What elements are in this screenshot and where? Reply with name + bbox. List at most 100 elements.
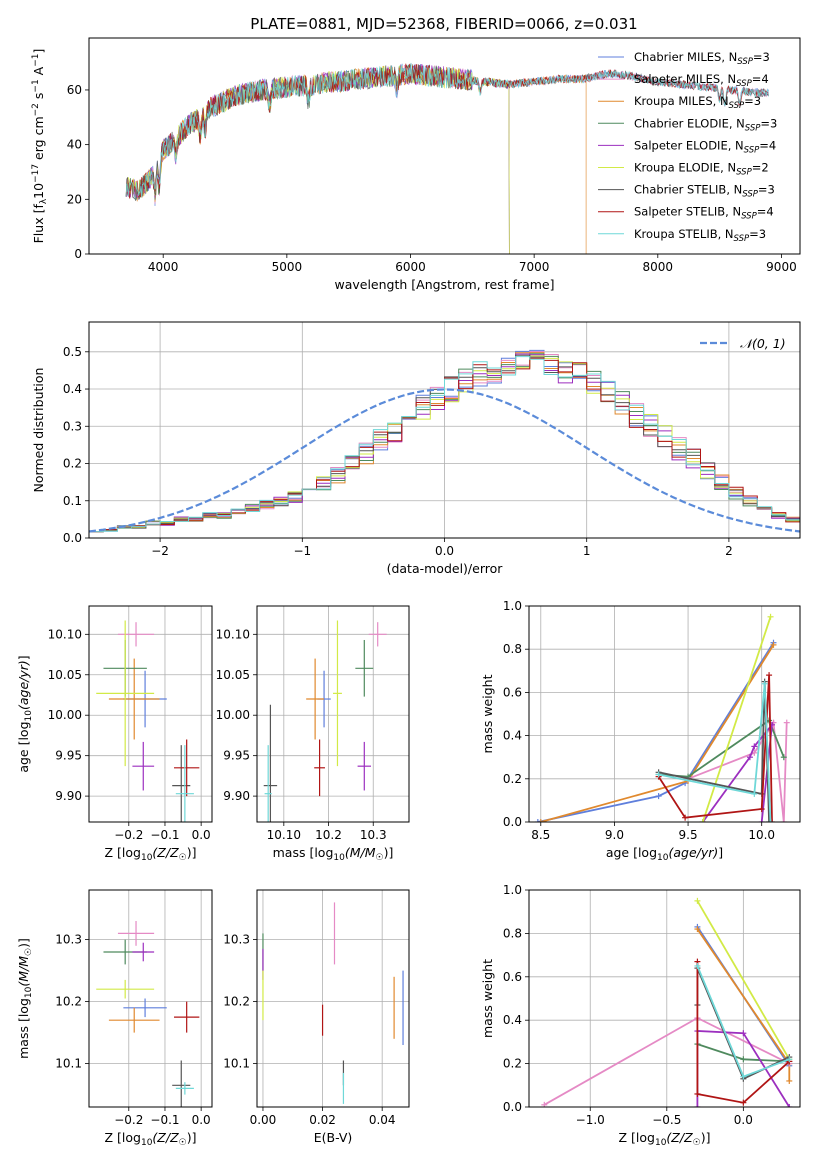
error-bar [314,739,325,797]
weight-marker [770,641,777,648]
x-tick-label: 9.5 [679,828,698,842]
x-tick-label: 8000 [643,260,674,274]
x-tick-label: 0.04 [369,1113,396,1127]
x-tick-label: 4000 [148,260,179,274]
axes-frame [88,37,801,255]
weight-marker [682,814,689,821]
x-tick-label: 0.0 [192,828,211,842]
x-tick-label: 0.0 [435,544,454,558]
x-tick-label: 8.5 [531,828,550,842]
plot-area [125,62,769,254]
weight-marker [786,1056,793,1063]
x-tick-label: 10.10 [267,828,301,842]
legend-entry: Chabrier ELODIE, NSSP=3 [634,116,777,133]
y-axis-label: age [log10(age/yr)] [16,655,34,772]
y-tick-label: 1.0 [503,599,522,613]
axes-frame [256,605,410,823]
error-bar [263,704,278,822]
x-tick-label: 1 [583,544,591,558]
weight-marker [699,819,706,822]
x-tick-label: 10.2 [315,828,342,842]
y-tick-label: 0.0 [503,1100,522,1114]
y-tick-label: 10.2 [223,995,250,1009]
weight-marker [740,1099,747,1106]
error-bar [132,942,155,962]
x-tick-label: −1.0 [576,1113,605,1127]
axes-frame [528,889,801,1108]
y-tick-label: 0.8 [503,642,522,656]
y-tick-label: 10.2 [55,995,82,1009]
weight-line [696,961,790,1104]
weight-marker [758,819,765,822]
plot-area [262,902,404,1104]
weight-line [658,683,772,822]
x-tick-label: 6000 [395,260,426,274]
legend: Chabrier MILES, NSSP=3 Salpeter MILES, NS… [598,50,777,244]
plot-area [96,620,200,822]
error-bar [172,745,191,822]
y-tick-label: 10.10 [216,627,250,641]
figure-title: PLATE=0881, MJD=52368, FIBERID=0066, z=0… [250,15,637,33]
x-tick-label: −0.2 [114,1113,143,1127]
error-bar [368,622,387,647]
y-tick-label: 0.0 [503,815,522,829]
x-tick-label: 7000 [519,260,550,274]
plot-area [89,349,800,538]
axes-frame [528,605,801,823]
legend-entry: Salpeter ELODIE, NSSP=4 [634,138,776,155]
x-axis-label: mass [log10(M/M☉)] [273,845,394,863]
weight-marker [780,754,787,761]
weight-marker [758,806,765,813]
spectrum-line [125,65,510,254]
histogram [89,356,800,538]
panel-ebv-mass: 0.00 0.02 0.04 10.1 10.2 10.3 E(B-V) [223,889,410,1145]
error-bar [108,1007,160,1033]
weight-marker [766,672,773,679]
legend-entry: Salpeter MILES, NSSP=4 [634,72,769,89]
weight-marker [751,743,758,750]
y-tick-label: 20 [67,192,82,206]
weight-marker [694,1104,701,1107]
error-bar [306,658,325,740]
weight-marker [746,754,753,761]
y-tick-label: 0.5 [63,345,82,359]
y-tick-label: 0.4 [503,729,522,743]
x-tick-label: −0.5 [652,1113,681,1127]
y-tick-label: 10.10 [48,627,82,641]
legend-entry: Chabrier MILES, NSSP=3 [634,50,770,67]
error-bar [172,1060,191,1107]
x-tick-label: 9000 [766,260,797,274]
y-tick-label: 10.05 [48,668,82,682]
x-tick-label: −0.1 [150,1113,179,1127]
error-bar [333,620,342,767]
weight-marker [780,819,787,822]
weight-line [537,642,775,822]
weight-marker [786,1104,793,1107]
spectrum-line [125,64,510,254]
y-tick-label: 0.2 [503,772,522,786]
x-tick-label: 10.0 [748,828,775,842]
weight-marker [786,1077,793,1084]
weight-marker [766,819,773,822]
legend-entry: Chabrier STELIB, NSSP=3 [634,183,775,200]
y-axis-label: mass [log10(M/M☉)] [16,938,34,1059]
y-tick-label: 0.4 [63,382,82,396]
weight-marker [537,819,544,822]
x-axis-label: E(B-V) [314,1130,353,1145]
legend-entry: Kroupa MILES, NSSP=3 [634,94,761,111]
panel-z-weight: −1.0 −0.5 0.0 0.0 0.2 0.4 0.6 0.8 1.0 Z [log10(Z/… [480,883,801,1148]
y-tick-label: 40 [67,138,82,152]
weight-marker [783,719,790,726]
weight-marker [694,962,701,969]
weight-marker [761,680,768,687]
error-bar [132,741,155,791]
x-tick-label: 0.0 [192,1113,211,1127]
weight-marker [767,819,774,822]
y-tick-label: 9.95 [223,749,250,763]
legend-entry: Kroupa STELIB, NSSP=3 [634,227,766,244]
panel-z-mass: −0.2 −0.1 0.0 10.1 10.2 10.3 Z [log10(Z/Z☉)] ma… [16,889,213,1148]
y-tick-label: 0.0 [63,531,82,545]
panel-mass-age: 10.10 10.2 10.3 9.90 9.95 10.00 10.05 10.10 mass… [216,605,410,863]
y-axis-label: Normed distribution [31,368,46,493]
y-tick-label: 0 [74,247,82,261]
